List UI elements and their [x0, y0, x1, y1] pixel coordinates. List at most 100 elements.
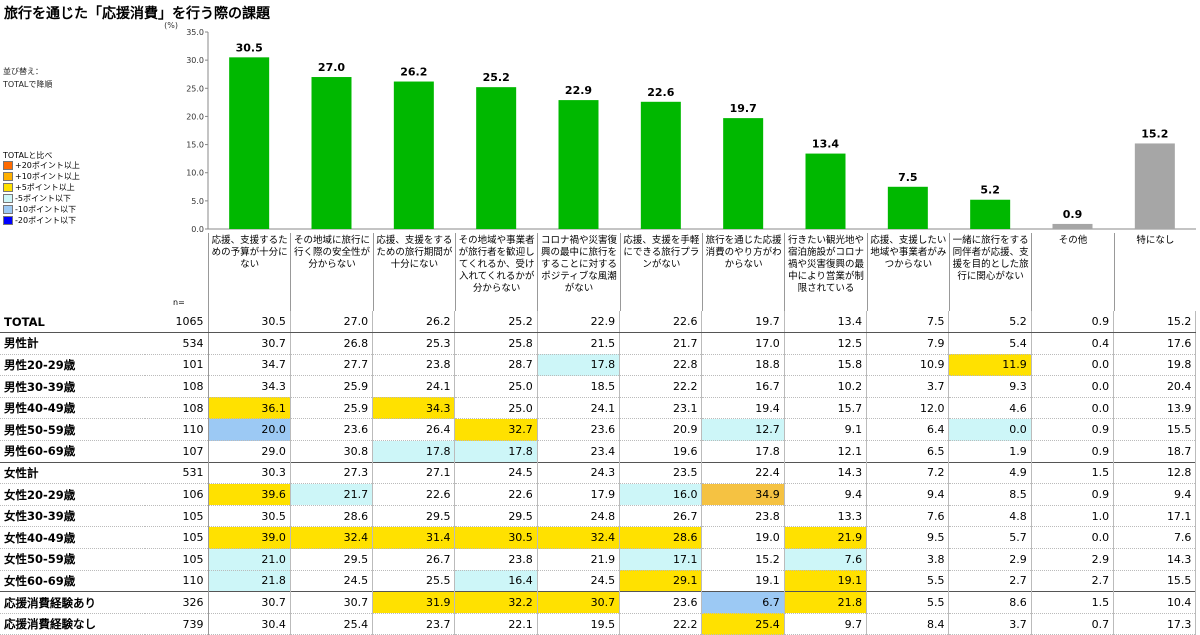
table-cell: 2.9 [948, 548, 1032, 571]
table-cell: 21.7 [290, 483, 374, 506]
table-cell: 23.6 [290, 418, 374, 442]
bar [640, 101, 681, 229]
table-cell: 17.6 [1113, 332, 1197, 355]
y-unit-label: (%) [164, 21, 178, 30]
legend-label: -5ポイント以下 [15, 194, 71, 203]
table-cell: 23.7 [372, 613, 456, 635]
table-cell: 23.6 [619, 591, 703, 614]
table-cell: 18.7 [1113, 440, 1197, 463]
row-label: 女性20-29歳 [0, 483, 145, 506]
table-cell: 22.1 [454, 613, 538, 635]
bar-value-label: 15.2 [1141, 127, 1168, 140]
row-n: 1065 [145, 311, 209, 334]
table-cell: 28.6 [619, 526, 703, 550]
bar [970, 199, 1011, 229]
table-cell: 2.9 [1031, 548, 1115, 571]
table-cell: 26.7 [372, 548, 456, 571]
table-cell: 22.6 [372, 483, 456, 506]
category-label: 旅行を通じた応援消費のやり方がわからない [702, 233, 784, 311]
table-cell: 30.4 [208, 613, 291, 635]
table-cell: 17.8 [372, 440, 456, 463]
table-cell: 13.3 [784, 505, 868, 528]
table-cell: 25.4 [290, 613, 374, 635]
table-cell: 29.0 [208, 440, 291, 463]
row-label: 女性30-39歳 [0, 505, 145, 528]
table-cell: 23.8 [372, 354, 456, 377]
table-cell: 5.5 [866, 591, 950, 614]
table-cell: 20.9 [619, 418, 703, 442]
table-cell: 31.4 [372, 526, 456, 550]
table-cell: 26.2 [372, 311, 456, 334]
table-cell: 19.1 [784, 570, 868, 593]
bar [1134, 143, 1175, 229]
data-table: TOTAL 1065 30.5 27.0 26.2 25.2 22.9 22.6 19.7 13.… [0, 311, 1197, 635]
bar-value-label: 27.0 [318, 61, 345, 74]
table-cell: 34.3 [208, 375, 291, 398]
table-cell: 26.7 [619, 505, 703, 528]
bar-value-label: 19.7 [730, 102, 757, 115]
row-n: 739 [145, 613, 209, 635]
table-cell: 9.4 [1113, 483, 1197, 506]
row-label: 応援消費経験なし [0, 613, 145, 635]
table-cell: 32.4 [537, 526, 621, 550]
table-cell: 8.6 [948, 591, 1032, 614]
table-cell: 34.3 [372, 397, 456, 420]
table-cell: 23.1 [619, 397, 703, 420]
table-cell: 14.3 [784, 461, 868, 485]
y-tick-label: 35.0 [186, 28, 204, 37]
row-n: 531 [145, 461, 209, 485]
row-n: 534 [145, 332, 209, 355]
table-cell: 0.0 [948, 418, 1032, 442]
legend-swatch [3, 183, 13, 192]
table-cell: 12.0 [866, 397, 950, 420]
legend-label: +10ポイント以上 [15, 172, 80, 181]
category-label: 応援、支援を手軽にできる旅行プランがない [619, 233, 702, 311]
table-cell: 5.7 [948, 526, 1032, 550]
table-cell: 15.2 [701, 548, 785, 571]
row-label: 男性計 [0, 332, 145, 355]
table-cell: 25.0 [454, 397, 538, 420]
table-cell: 29.5 [454, 505, 538, 528]
table-cell: 21.5 [537, 332, 621, 355]
table-cell: 26.4 [372, 418, 456, 442]
category-labels: 応援、支援するための予算が十分にない その地域に旅行に行く際の安全性が分からない応… [208, 233, 1196, 311]
table-cell: 0.0 [1031, 526, 1115, 550]
table-cell: 22.2 [619, 375, 703, 398]
table-cell: 21.9 [537, 548, 621, 571]
table-cell: 7.6 [866, 505, 950, 528]
row-label: 男性40-49歳 [0, 397, 145, 420]
table-cell: 9.5 [866, 526, 950, 550]
table-cell: 23.8 [701, 505, 785, 528]
legend-item: -5ポイント以下 [3, 193, 71, 204]
table-cell: 39.0 [208, 526, 291, 550]
table-row: 女性20-29歳 106 39.6 21.7 22.6 22.6 17.9 16.0 34.9 9… [0, 483, 1197, 506]
table-cell: 0.9 [1031, 440, 1115, 463]
table-cell: 9.4 [866, 483, 950, 506]
table-cell: 2.7 [1031, 570, 1115, 593]
table-cell: 31.9 [372, 591, 456, 614]
table-cell: 5.4 [948, 332, 1032, 355]
table-cell: 22.6 [619, 311, 703, 334]
bar-value-label: 30.5 [236, 41, 263, 54]
legend-label: -10ポイント以下 [15, 205, 77, 214]
table-cell: 24.5 [290, 570, 374, 593]
table-row: 女性60-69歳 110 21.8 24.5 25.5 16.4 24.5 29.1 19.1 1… [0, 570, 1197, 593]
table-cell: 14.3 [1113, 548, 1197, 571]
table-cell: 21.8 [784, 591, 868, 614]
table-cell: 13.9 [1113, 397, 1197, 420]
row-n: 110 [145, 570, 209, 593]
legend-item: -10ポイント以下 [3, 204, 76, 215]
legend-swatch [3, 216, 13, 225]
table-cell: 21.7 [619, 332, 703, 355]
category-label: 一緒に旅行をする同伴者が応援、支援を目的とした旅行に関心がない [949, 233, 1031, 311]
table-cell: 17.1 [1113, 505, 1197, 528]
table-cell: 27.1 [372, 461, 456, 485]
bar-chart: (%) 0.0 5.0 10.0 15.0 20.0 25.0 30.0 35.0 30.5 27.… [164, 21, 1196, 233]
table-cell: 0.9 [1031, 483, 1115, 506]
row-n: 108 [145, 375, 209, 398]
table-cell: 16.7 [701, 375, 785, 398]
table-cell: 27.7 [290, 354, 374, 377]
bar [887, 186, 928, 229]
table-cell: 9.4 [784, 483, 868, 506]
table-cell: 30.5 [208, 311, 291, 334]
